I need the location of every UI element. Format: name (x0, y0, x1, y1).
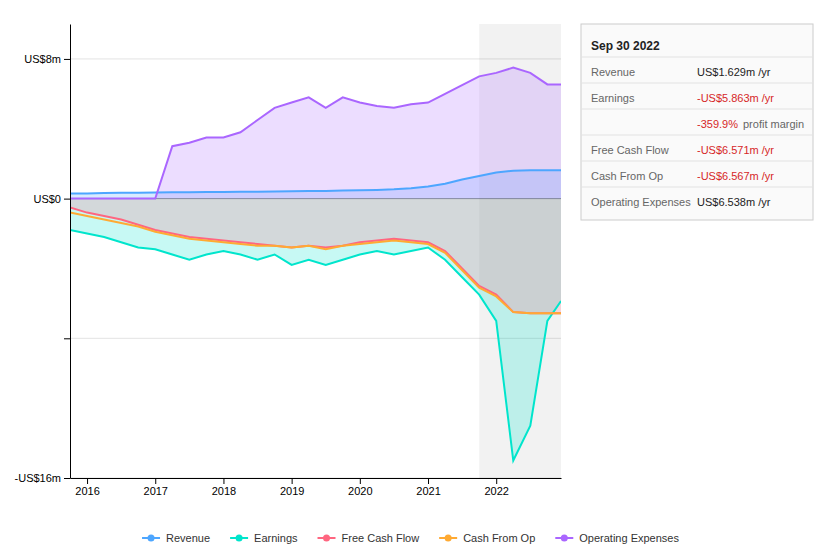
line (70, 68, 561, 199)
tick: 2020 (348, 478, 372, 497)
info-label: Earnings (591, 92, 635, 104)
tick-mark (64, 478, 70, 479)
legend-marker (148, 535, 155, 542)
tick: US$8m (24, 53, 70, 65)
info-panel-box (581, 24, 813, 220)
chart-container: 2016 2017 2018 2019 2020 2021 2022 -US$16m US$0 U… (0, 0, 821, 560)
tick-label: 2017 (144, 485, 168, 497)
tick-label: 2020 (348, 485, 372, 497)
tick-label: 2022 (484, 485, 508, 497)
info-divider (581, 135, 813, 136)
info-divider (581, 161, 813, 162)
area (70, 199, 561, 461)
legend-item: Cash From Op (439, 532, 535, 544)
info-value: -US$6.567m /yr (697, 170, 774, 182)
legend-marker (236, 535, 243, 542)
area (70, 68, 561, 199)
axis-line (70, 25, 71, 479)
x-axis: 2016 2017 2018 2019 2020 2021 2022 (71, 478, 562, 497)
tick-mark (64, 199, 70, 200)
legend-label: Operating Expenses (579, 532, 679, 544)
tick-label: 2016 (75, 485, 99, 497)
y-axis: -US$16m US$0 US$8m (15, 25, 71, 485)
legend-marker (561, 535, 568, 542)
tick-label: US$0 (33, 193, 61, 205)
legend-label: Earnings (254, 532, 298, 544)
info-divider (581, 57, 813, 58)
info-value: US$6.538m /yr (697, 196, 771, 208)
tick: 2021 (416, 478, 440, 497)
legend-marker (323, 535, 330, 542)
legend-item: Operating Expenses (555, 532, 679, 544)
tick-label: -US$16m (15, 472, 61, 484)
line (70, 213, 561, 314)
info-label: Free Cash Flow (591, 144, 669, 156)
tick: US$0 (33, 193, 70, 205)
info-panel: Sep 30 2022 Revenue US$1.629m /yr Earnings -… (581, 24, 813, 220)
tick-mark (428, 478, 429, 484)
chart: 2016 2017 2018 2019 2020 2021 2022 -US$16m US$0 U… (0, 0, 821, 560)
info-label: Revenue (591, 66, 635, 78)
tick-label: 2021 (416, 485, 440, 497)
tick-mark (360, 478, 361, 484)
tick-mark (292, 478, 293, 484)
tick-mark (87, 478, 88, 484)
area (70, 199, 561, 314)
info-label: profit margin (743, 118, 804, 130)
legend-label: Revenue (166, 532, 210, 544)
info-title: Sep 30 2022 (591, 39, 660, 53)
tick (64, 338, 70, 339)
legend-marker (445, 535, 452, 542)
tick-mark (496, 478, 497, 484)
info-value: US$1.629m /yr (697, 66, 771, 78)
info-label: Operating Expenses (591, 196, 691, 208)
axis-line (71, 478, 562, 479)
line (70, 170, 561, 193)
tick-mark (64, 338, 70, 339)
legend-item: Revenue (142, 532, 210, 544)
line (70, 230, 561, 460)
tick: 2018 (212, 478, 236, 497)
tick: 2019 (280, 478, 304, 497)
legend-item: Earnings (230, 532, 298, 544)
legend: Revenue Earnings Free Cash Flow Cash From O… (142, 532, 679, 544)
info-value: -359.9% (697, 118, 738, 130)
tick: 2016 (75, 478, 99, 497)
info-divider (581, 109, 813, 110)
info-value: -US$5.863m /yr (697, 92, 774, 104)
tick: 2022 (484, 478, 508, 497)
tick: -US$16m (15, 472, 70, 484)
legend-item: Free Cash Flow (318, 532, 420, 544)
line (70, 207, 561, 313)
tick-label: 2019 (280, 485, 304, 497)
info-value: -US$6.571m /yr (697, 144, 774, 156)
tick-label: 2018 (212, 485, 236, 497)
legend-label: Free Cash Flow (342, 532, 420, 544)
tick-mark (155, 478, 156, 484)
info-divider (581, 187, 813, 188)
tick: 2017 (144, 478, 168, 497)
tick-mark (64, 59, 70, 60)
plot-area (70, 24, 561, 478)
legend-label: Cash From Op (463, 532, 535, 544)
tick-label: US$8m (24, 53, 61, 65)
tick-mark (223, 478, 224, 484)
info-label: Cash From Op (591, 170, 663, 182)
info-divider (581, 83, 813, 84)
